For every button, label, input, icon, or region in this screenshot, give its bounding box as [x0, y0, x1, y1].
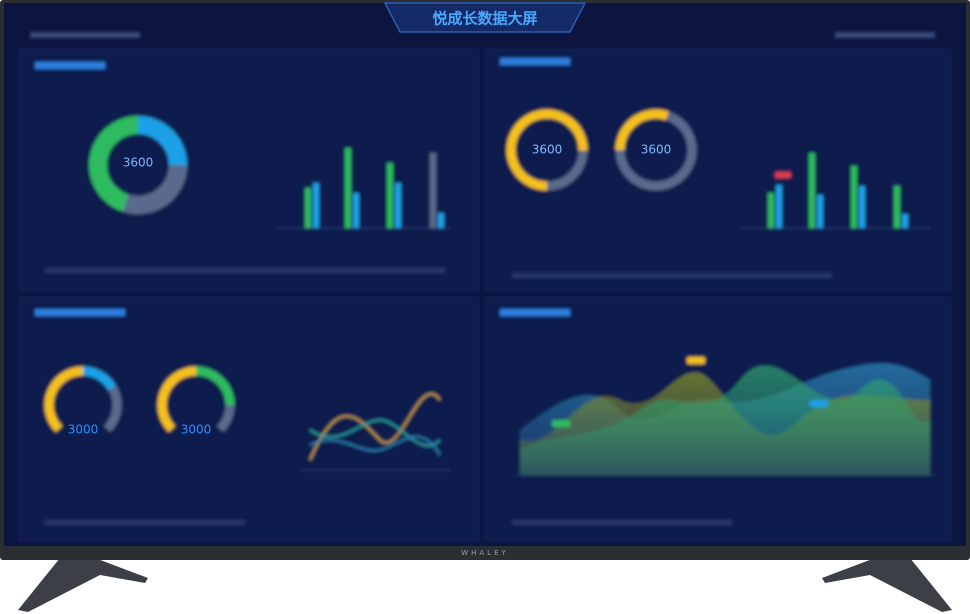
panel [19, 297, 479, 541]
gauge-arc [157, 366, 197, 433]
bar [345, 148, 351, 228]
donut-segment [89, 116, 187, 214]
panel-heading [35, 62, 105, 69]
bar [851, 166, 857, 228]
donut-value: 3600 [532, 143, 563, 157]
brand: WHALEY [461, 549, 509, 557]
center-values: 3600 3600 3600 3000 3000 [68, 143, 672, 437]
bar [430, 153, 436, 228]
bar [894, 186, 900, 228]
line [309, 435, 441, 456]
page-title: 悦成长数据大屏 [432, 10, 537, 28]
company-label [30, 32, 140, 38]
gauge-value: 3000 [68, 423, 99, 437]
panel [19, 49, 479, 291]
blurred-content [19, 32, 951, 541]
panel-footnote [45, 520, 245, 525]
tv-stand [822, 558, 952, 612]
gauge-arc [82, 366, 116, 391]
tooltip [687, 357, 705, 364]
bar [305, 188, 311, 228]
tooltip [552, 420, 570, 427]
panel-footnote [45, 268, 445, 273]
bar [387, 163, 393, 228]
tooltip [810, 400, 828, 407]
bar [768, 193, 774, 228]
tooltip [775, 172, 791, 178]
area [520, 365, 930, 475]
bar-chart [740, 153, 930, 229]
tv-stand [18, 558, 148, 612]
bar [438, 213, 444, 228]
bar-chart [275, 148, 450, 229]
donut-value: 3600 [123, 156, 154, 170]
panel-heading [500, 309, 570, 316]
line-chart [300, 392, 450, 471]
gauge-arc [44, 366, 84, 433]
gauge-value: 3000 [181, 423, 212, 437]
panel-heading [35, 309, 125, 316]
bar [809, 153, 815, 228]
panel-footnote [512, 273, 832, 278]
panel [485, 49, 951, 291]
panel-footnote [512, 520, 732, 525]
donut-value: 3600 [641, 143, 672, 157]
bar [902, 214, 908, 228]
panel-heading [500, 58, 570, 65]
bar [313, 183, 319, 228]
title-banner [383, 2, 587, 33]
area-chart [515, 357, 935, 476]
donut-segment [615, 109, 697, 191]
bar [817, 195, 823, 228]
donut-segment [506, 109, 588, 191]
bar [859, 186, 865, 228]
bar [395, 183, 401, 228]
datetime-label [835, 32, 935, 38]
bar [353, 193, 359, 228]
gauge-arc [195, 366, 235, 406]
line [309, 392, 441, 461]
bar [776, 185, 782, 228]
line [309, 418, 441, 447]
